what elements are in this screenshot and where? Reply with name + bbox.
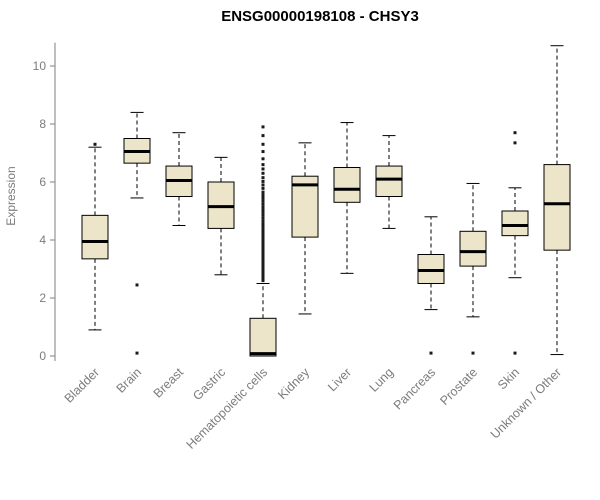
plot-area: 0 2 4 6 8 10 Bladder Brain Breast GastricHematopo… [33, 42, 571, 452]
y-tick-label: 6 [39, 175, 46, 189]
outlier-point [261, 273, 265, 277]
outlier-point [513, 141, 517, 145]
box-group-bladder: Bladder [62, 142, 109, 406]
iqr-box [333, 167, 361, 203]
outlier-point [261, 193, 265, 197]
outlier-point [261, 183, 265, 187]
box-group-lung: Lung [367, 135, 403, 395]
outlier-point [261, 186, 265, 190]
iqr-box [543, 164, 571, 251]
y-tick-label: 4 [39, 233, 46, 247]
category-label-prostate: Prostate [437, 365, 480, 408]
outlier-point [261, 202, 265, 206]
category-label-skin: Skin [495, 365, 522, 392]
box-group-gastric: Gastric [190, 156, 235, 403]
outlier-point [261, 222, 265, 226]
outlier-point [261, 208, 265, 212]
outlier-point [261, 230, 265, 234]
category-label-bladder: Bladder [62, 365, 102, 405]
iqr-box [375, 165, 403, 198]
outlier-point [261, 125, 265, 129]
outlier-point [261, 271, 265, 275]
box-group-skin: Skin [495, 131, 529, 392]
y-tick-label: 2 [39, 291, 46, 305]
outlier-point [429, 351, 433, 355]
outlier-point [261, 276, 265, 280]
category-label-hematopoietic-cells: Hematopoietic cells [184, 365, 271, 452]
chart-title: ENSG00000198108 - CHSY3 [221, 8, 419, 25]
outlier-point [261, 252, 265, 256]
category-label-unknown-other: Unknown / Other [488, 365, 564, 441]
outlier-point [261, 213, 265, 217]
outlier-point [261, 190, 265, 194]
outlier-point [261, 176, 265, 180]
iqr-box [501, 210, 529, 237]
y-tick-label: 0 [39, 349, 46, 363]
outlier-point [261, 241, 265, 245]
outlier-point [261, 245, 265, 249]
outlier-point [261, 235, 265, 239]
outlier-point [261, 167, 265, 171]
outlier-point [261, 196, 265, 200]
iqr-box [249, 317, 277, 357]
outlier-point [261, 219, 265, 223]
outlier-point [261, 232, 265, 236]
y-tick-label: 8 [39, 117, 46, 131]
outlier-point [261, 225, 265, 229]
outlier-point [261, 250, 265, 254]
category-label-lung: Lung [367, 365, 397, 395]
outlier-point [135, 351, 139, 355]
outlier-point [135, 283, 139, 287]
outlier-point [261, 199, 265, 203]
outlier-point [261, 267, 265, 271]
box-group-hematopoietic-cells: Hematopoietic cells [184, 125, 277, 452]
outlier-point [513, 351, 517, 355]
outlier-point [261, 163, 265, 167]
box-group-breast: Breast [151, 132, 193, 401]
outlier-point [261, 263, 265, 267]
category-label-kidney: Kidney [275, 365, 312, 402]
outlier-point [261, 210, 265, 214]
iqr-box [81, 214, 109, 260]
box-group-brain: Brain [114, 111, 151, 396]
category-label-gastric: Gastric [190, 365, 228, 403]
outlier-point [261, 171, 265, 175]
outlier-point [261, 228, 265, 232]
box-group-pancreas: Pancreas [391, 216, 445, 412]
outlier-point [261, 134, 265, 138]
outlier-point [261, 157, 265, 161]
category-label-breast: Breast [151, 365, 187, 401]
outlier-point [471, 351, 475, 355]
outlier-point [261, 258, 265, 262]
outlier-point [261, 265, 265, 269]
outlier-point [93, 142, 97, 146]
outlier-point [261, 216, 265, 220]
outlier-point [261, 142, 265, 146]
category-label-liver: Liver [325, 365, 354, 394]
outlier-point [261, 269, 265, 273]
outlier-point [513, 131, 517, 135]
outlier-point [261, 150, 265, 154]
outlier-point [261, 261, 265, 265]
outlier-point [261, 205, 265, 209]
outlier-point [261, 247, 265, 251]
outlier-point [261, 254, 265, 258]
outlier-point [261, 179, 265, 183]
box-group-prostate: Prostate [437, 182, 487, 408]
y-axis-label: Expression [4, 166, 18, 225]
outlier-point [261, 256, 265, 260]
y-tick-label: 10 [33, 59, 47, 73]
box-group-liver: Liver [325, 122, 361, 394]
category-label-brain: Brain [114, 365, 145, 396]
outlier-point [261, 237, 265, 241]
outlier-point [261, 239, 265, 243]
outlier-point [261, 243, 265, 247]
iqr-box [459, 230, 487, 267]
category-label-pancreas: Pancreas [391, 365, 438, 412]
box-group-kidney: Kidney [275, 142, 319, 402]
